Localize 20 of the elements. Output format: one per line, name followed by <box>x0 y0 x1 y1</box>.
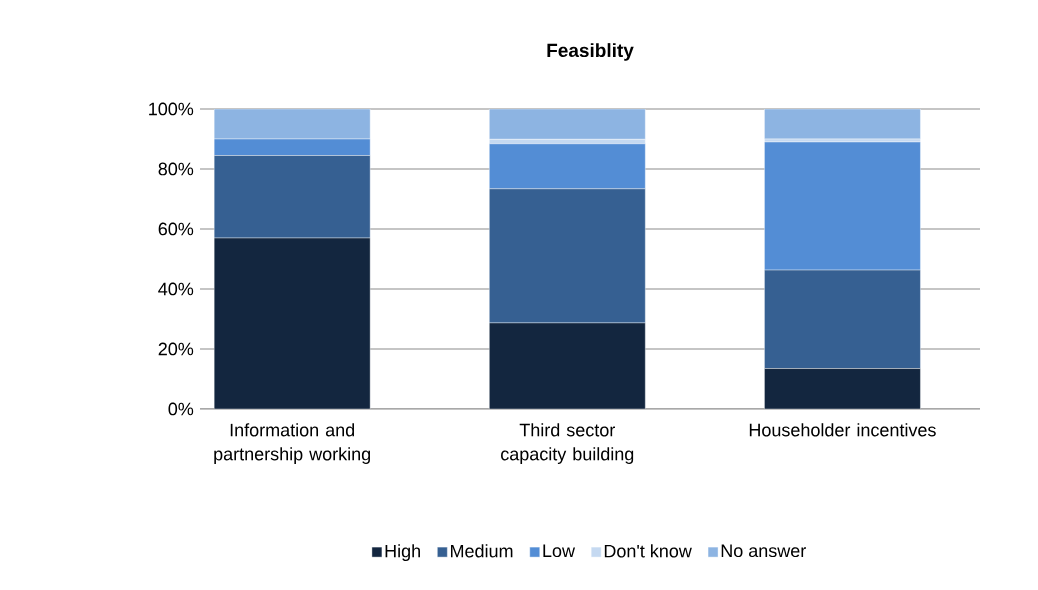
bar <box>213 237 371 409</box>
bar <box>764 368 921 409</box>
legend-label: High <box>385 544 420 562</box>
y-tick-label: 100% <box>149 102 194 116</box>
bar <box>489 109 646 140</box>
y-tick-label: 80% <box>158 162 194 176</box>
x-tick-label: Third sector capacity building <box>501 423 634 464</box>
legend-label: No answer <box>721 544 806 558</box>
bar <box>489 322 646 409</box>
x-tick-label: Information and partnership working <box>214 423 371 464</box>
legend-label: Low <box>543 544 576 558</box>
legend-label: Medium <box>451 544 513 558</box>
y-tick-label: 40% <box>158 282 194 296</box>
chart-title: Feasiblity <box>547 43 634 61</box>
y-tick-label: 60% <box>158 222 194 236</box>
y-tick-label: 0% <box>168 402 194 416</box>
x-tick-label: Householder incentives <box>749 423 936 437</box>
legend-label: Don't know <box>604 544 692 558</box>
y-tick-label: 20% <box>158 342 194 356</box>
bar <box>764 109 921 140</box>
